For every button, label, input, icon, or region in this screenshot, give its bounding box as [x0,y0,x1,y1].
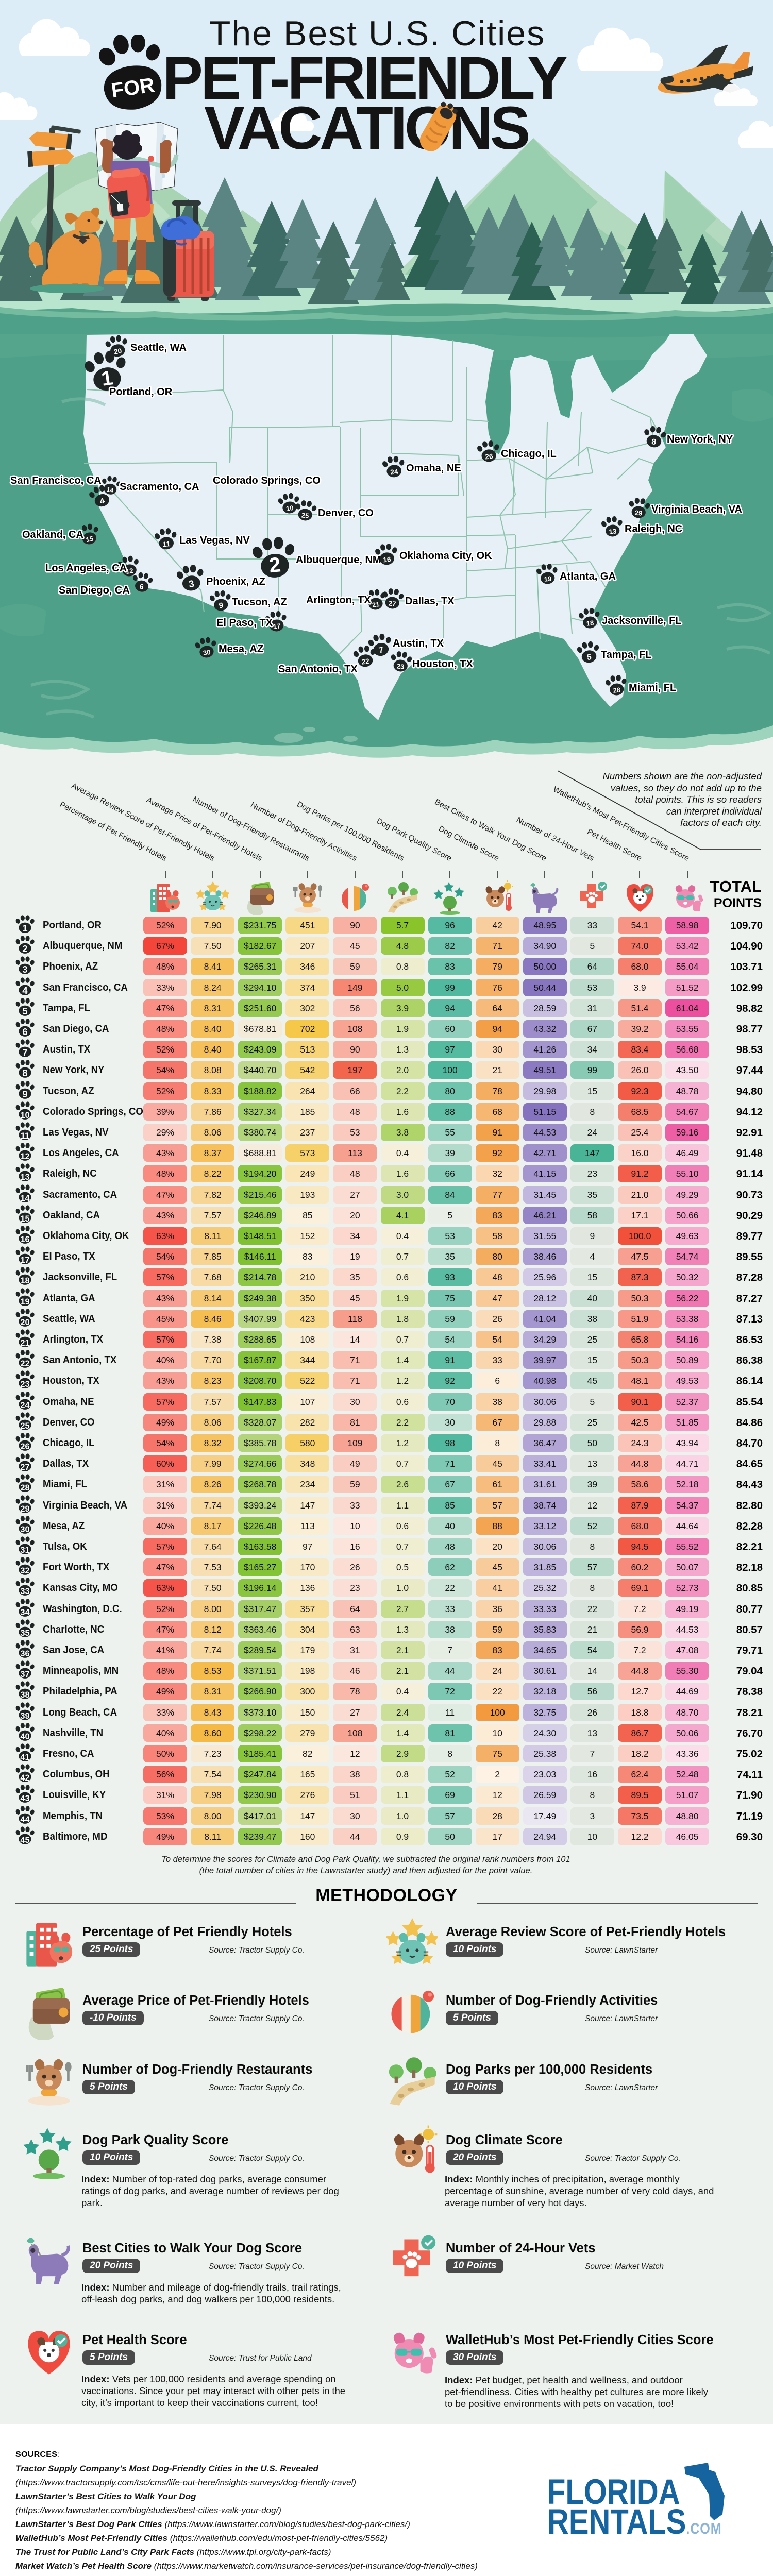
svg-text:14: 14 [106,486,114,494]
svg-text:13: 13 [20,1173,29,1182]
svg-text:32: 32 [20,1566,29,1575]
svg-text:27: 27 [20,1463,29,1472]
svg-text:5: 5 [22,1006,27,1016]
svg-text:23: 23 [20,1380,29,1389]
svg-text:42: 42 [20,1773,29,1783]
svg-text:29: 29 [634,509,643,517]
svg-text:27: 27 [388,600,396,608]
svg-text:12: 12 [125,567,134,575]
svg-text:34: 34 [20,1608,30,1617]
svg-text:31: 31 [20,1546,29,1555]
svg-text:15: 15 [20,1214,29,1224]
svg-text:25: 25 [20,1421,29,1431]
svg-text:36: 36 [20,1649,29,1658]
svg-text:24: 24 [390,468,399,477]
svg-text:40: 40 [20,1732,29,1741]
svg-text:9: 9 [22,1089,27,1099]
svg-text:16: 16 [383,555,392,564]
svg-text:10: 10 [285,504,294,513]
svg-text:24: 24 [20,1401,30,1410]
svg-text:17: 17 [273,622,281,631]
svg-text:19: 19 [544,575,552,583]
svg-text:28: 28 [613,686,621,694]
svg-text:3: 3 [188,579,195,590]
svg-text:15: 15 [85,535,94,544]
svg-text:20: 20 [20,1318,29,1327]
svg-text:11: 11 [162,540,171,548]
svg-text:10: 10 [20,1111,29,1120]
svg-text:8: 8 [651,437,657,447]
svg-text:1: 1 [22,923,27,934]
svg-text:41: 41 [20,1753,29,1762]
svg-text:38: 38 [20,1691,29,1700]
svg-text:9: 9 [219,601,224,611]
svg-text:18: 18 [20,1277,29,1286]
svg-text:29: 29 [20,1504,29,1514]
svg-text:13: 13 [609,528,617,536]
svg-text:35: 35 [20,1629,29,1638]
svg-text:33: 33 [20,1587,29,1597]
svg-text:21: 21 [372,600,380,609]
svg-text:16: 16 [20,1235,29,1244]
svg-text:44: 44 [20,1815,30,1824]
svg-text:3: 3 [22,964,27,975]
svg-text:26: 26 [485,452,494,461]
svg-text:43: 43 [20,1794,29,1804]
svg-text:2: 2 [268,552,282,577]
svg-text:14: 14 [20,1194,30,1203]
svg-text:4: 4 [22,985,28,996]
svg-text:21: 21 [20,1338,29,1348]
svg-text:18: 18 [586,619,594,628]
svg-text:5: 5 [586,653,592,662]
svg-text:19: 19 [20,1297,29,1307]
svg-text:20: 20 [113,347,123,356]
svg-text:37: 37 [20,1670,29,1679]
svg-text:22: 22 [20,1359,29,1368]
svg-text:26: 26 [20,1442,29,1451]
svg-text:12: 12 [20,1152,29,1161]
svg-text:6: 6 [139,583,144,591]
svg-text:23: 23 [396,663,405,671]
svg-text:30: 30 [203,648,211,657]
svg-text:17: 17 [20,1256,29,1265]
svg-text:7: 7 [22,1047,27,1058]
svg-text:25: 25 [301,512,309,520]
svg-text:22: 22 [361,657,371,666]
svg-text:8: 8 [22,1068,27,1079]
svg-text:45: 45 [20,1836,29,1845]
svg-text:30: 30 [20,1525,29,1534]
svg-text:39: 39 [20,1711,29,1721]
svg-text:6: 6 [22,1026,27,1037]
svg-text:28: 28 [20,1484,29,1493]
svg-text:2: 2 [22,943,27,954]
svg-text:11: 11 [21,1131,29,1141]
svg-text:7: 7 [378,646,384,655]
